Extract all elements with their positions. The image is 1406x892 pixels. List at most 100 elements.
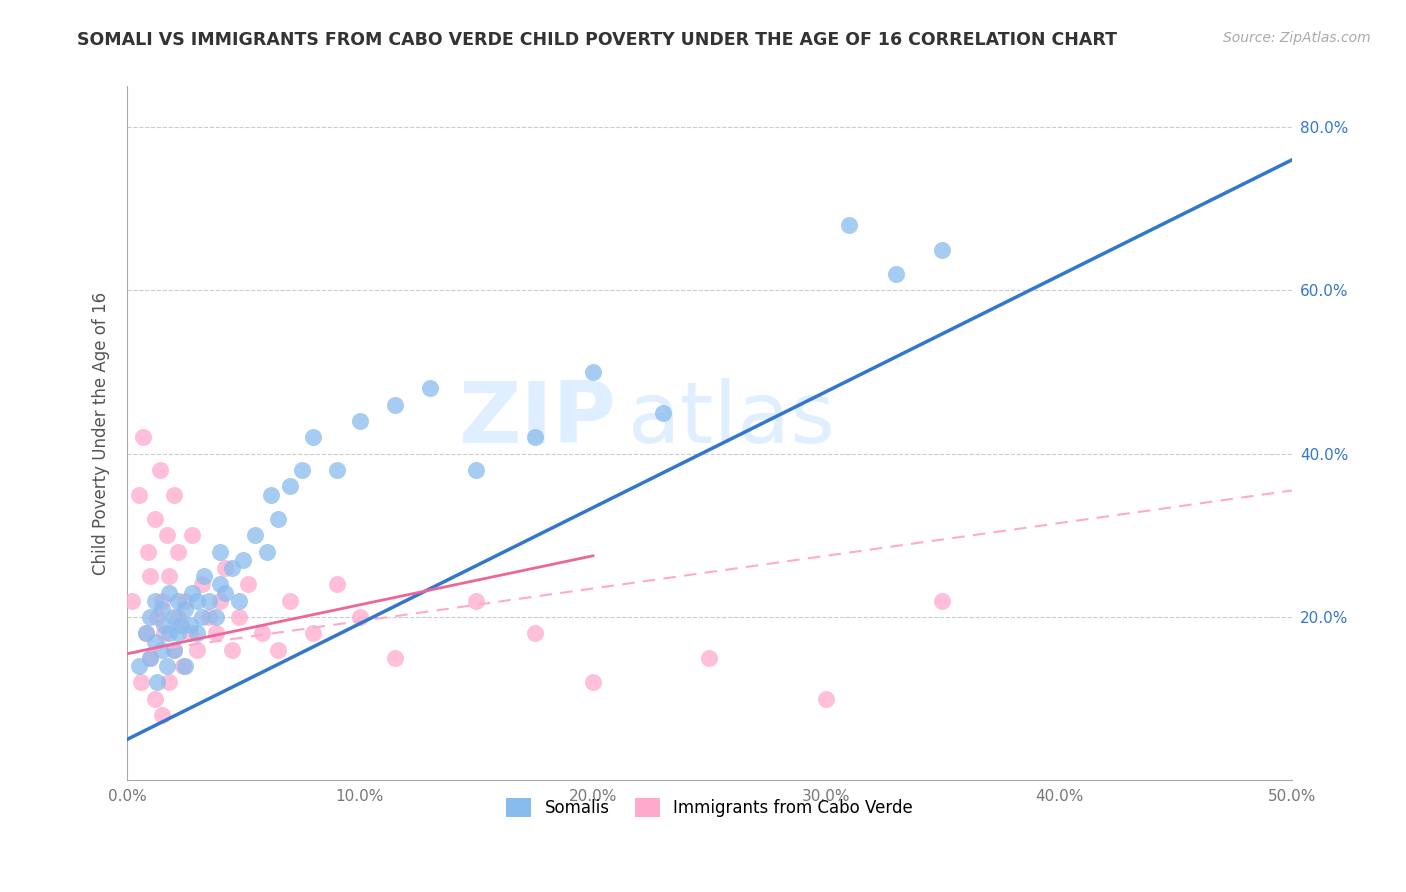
Point bbox=[135, 626, 157, 640]
Point bbox=[174, 602, 197, 616]
Point bbox=[153, 626, 176, 640]
Point bbox=[465, 593, 488, 607]
Point bbox=[174, 593, 197, 607]
Point bbox=[931, 593, 953, 607]
Point bbox=[181, 585, 204, 599]
Point bbox=[128, 659, 150, 673]
Point bbox=[260, 487, 283, 501]
Point bbox=[167, 626, 190, 640]
Point bbox=[129, 675, 152, 690]
Point bbox=[349, 414, 371, 428]
Point bbox=[186, 642, 208, 657]
Point bbox=[121, 593, 143, 607]
Point bbox=[204, 626, 226, 640]
Point bbox=[169, 618, 191, 632]
Point bbox=[179, 626, 201, 640]
Point bbox=[172, 659, 194, 673]
Point bbox=[228, 610, 250, 624]
Text: ZIP: ZIP bbox=[458, 378, 616, 461]
Point bbox=[651, 406, 673, 420]
Point bbox=[167, 610, 190, 624]
Point bbox=[162, 610, 184, 624]
Text: SOMALI VS IMMIGRANTS FROM CABO VERDE CHILD POVERTY UNDER THE AGE OF 16 CORRELATI: SOMALI VS IMMIGRANTS FROM CABO VERDE CHI… bbox=[77, 31, 1118, 49]
Point bbox=[186, 626, 208, 640]
Point bbox=[150, 593, 173, 607]
Point bbox=[150, 708, 173, 723]
Point bbox=[162, 642, 184, 657]
Point bbox=[209, 545, 232, 559]
Point bbox=[143, 691, 166, 706]
Point bbox=[582, 365, 605, 379]
Point bbox=[523, 626, 546, 640]
Point bbox=[155, 528, 177, 542]
Point bbox=[384, 650, 406, 665]
Point bbox=[267, 642, 290, 657]
Point bbox=[149, 463, 172, 477]
Text: Source: ZipAtlas.com: Source: ZipAtlas.com bbox=[1223, 31, 1371, 45]
Point bbox=[139, 569, 162, 583]
Point bbox=[256, 545, 278, 559]
Point bbox=[278, 479, 301, 493]
Point bbox=[197, 610, 219, 624]
Point bbox=[204, 610, 226, 624]
Point bbox=[174, 659, 197, 673]
Point bbox=[209, 577, 232, 591]
Point bbox=[267, 512, 290, 526]
Point bbox=[139, 650, 162, 665]
Point bbox=[190, 610, 212, 624]
Point bbox=[190, 577, 212, 591]
Point bbox=[221, 561, 243, 575]
Point bbox=[221, 642, 243, 657]
Point bbox=[167, 593, 190, 607]
Point bbox=[349, 610, 371, 624]
Point bbox=[243, 528, 266, 542]
Point bbox=[155, 659, 177, 673]
Point bbox=[228, 593, 250, 607]
Point bbox=[157, 585, 180, 599]
Point bbox=[302, 626, 325, 640]
Point bbox=[162, 642, 184, 657]
Point bbox=[132, 430, 155, 444]
Point bbox=[384, 398, 406, 412]
Point bbox=[250, 626, 273, 640]
Point bbox=[153, 618, 176, 632]
Point bbox=[128, 487, 150, 501]
Point bbox=[197, 593, 219, 607]
Point bbox=[143, 634, 166, 648]
Point bbox=[150, 642, 173, 657]
Point bbox=[214, 585, 236, 599]
Point bbox=[814, 691, 837, 706]
Point bbox=[139, 610, 162, 624]
Text: atlas: atlas bbox=[628, 378, 837, 461]
Point bbox=[135, 626, 157, 640]
Point bbox=[146, 610, 169, 624]
Point bbox=[278, 593, 301, 607]
Point bbox=[157, 675, 180, 690]
Point bbox=[582, 675, 605, 690]
Y-axis label: Child Poverty Under the Age of 16: Child Poverty Under the Age of 16 bbox=[93, 292, 110, 574]
Point bbox=[699, 650, 721, 665]
Point bbox=[162, 487, 184, 501]
Point bbox=[214, 561, 236, 575]
Point bbox=[139, 650, 162, 665]
Point bbox=[136, 545, 159, 559]
Point bbox=[143, 512, 166, 526]
Point bbox=[167, 545, 190, 559]
Point bbox=[291, 463, 314, 477]
Point bbox=[236, 577, 259, 591]
Point bbox=[209, 593, 232, 607]
Legend: Somalis, Immigrants from Cabo Verde: Somalis, Immigrants from Cabo Verde bbox=[499, 791, 920, 824]
Point bbox=[150, 602, 173, 616]
Point bbox=[146, 675, 169, 690]
Point bbox=[157, 626, 180, 640]
Point bbox=[179, 618, 201, 632]
Point bbox=[157, 569, 180, 583]
Point bbox=[302, 430, 325, 444]
Point bbox=[523, 430, 546, 444]
Point bbox=[325, 463, 347, 477]
Point bbox=[325, 577, 347, 591]
Point bbox=[193, 569, 215, 583]
Point bbox=[186, 593, 208, 607]
Point bbox=[181, 528, 204, 542]
Point bbox=[419, 381, 441, 395]
